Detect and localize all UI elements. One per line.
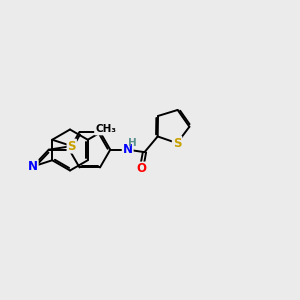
Text: H: H [128, 138, 136, 148]
Text: S: S [68, 140, 76, 153]
Text: S: S [173, 136, 181, 150]
Text: CH₃: CH₃ [95, 124, 116, 134]
Text: N: N [28, 160, 38, 173]
Text: N: N [123, 143, 133, 156]
Text: O: O [136, 163, 146, 176]
